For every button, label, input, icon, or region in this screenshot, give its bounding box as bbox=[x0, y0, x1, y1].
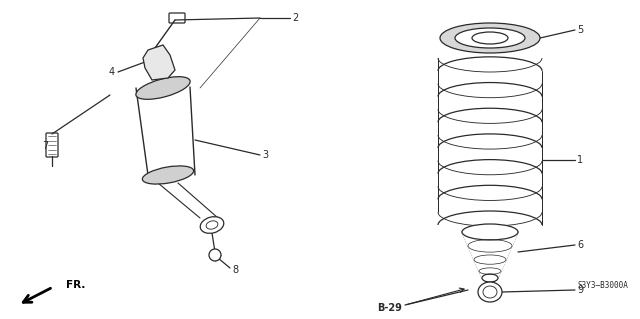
Text: 6: 6 bbox=[577, 240, 583, 250]
FancyBboxPatch shape bbox=[46, 133, 58, 157]
Ellipse shape bbox=[136, 77, 190, 99]
Text: B-29: B-29 bbox=[378, 303, 403, 313]
Ellipse shape bbox=[142, 166, 194, 184]
Ellipse shape bbox=[440, 23, 540, 53]
Ellipse shape bbox=[462, 224, 518, 240]
Ellipse shape bbox=[200, 217, 224, 233]
Text: 5: 5 bbox=[577, 25, 583, 35]
Text: 7: 7 bbox=[42, 141, 48, 151]
Text: S3Y3–B3000A: S3Y3–B3000A bbox=[578, 280, 629, 290]
Text: 2: 2 bbox=[292, 13, 298, 23]
Polygon shape bbox=[462, 232, 518, 278]
Ellipse shape bbox=[209, 249, 221, 261]
Ellipse shape bbox=[150, 59, 166, 71]
Ellipse shape bbox=[455, 28, 525, 48]
Polygon shape bbox=[143, 45, 175, 80]
Text: FR.: FR. bbox=[66, 280, 85, 290]
Text: 1: 1 bbox=[577, 155, 583, 165]
Ellipse shape bbox=[478, 282, 502, 302]
Text: 3: 3 bbox=[262, 150, 268, 160]
FancyBboxPatch shape bbox=[169, 13, 185, 23]
Ellipse shape bbox=[472, 32, 508, 44]
Ellipse shape bbox=[482, 274, 498, 282]
Text: 4: 4 bbox=[109, 67, 115, 77]
Text: 8: 8 bbox=[232, 265, 238, 275]
Text: 9: 9 bbox=[577, 285, 583, 295]
